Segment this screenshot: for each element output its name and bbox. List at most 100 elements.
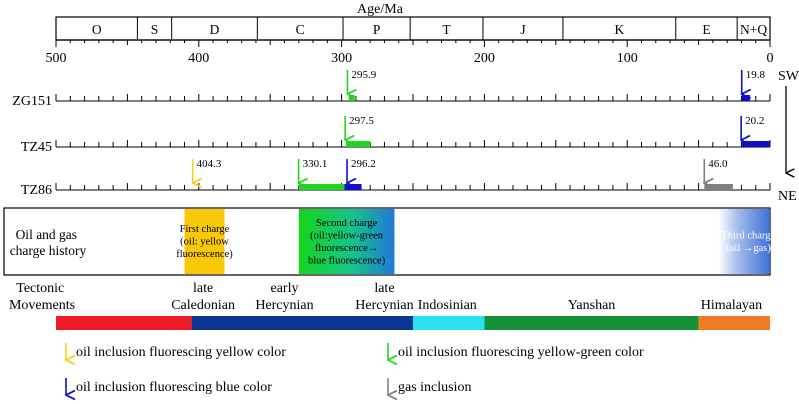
period-label: D xyxy=(210,22,220,37)
tectonic-panel: Tectonic Movements late Caledonian early He… xyxy=(9,281,770,330)
legend-item: oil inclusion fluorescing yellow color xyxy=(66,343,286,360)
axis-ticks xyxy=(55,40,771,47)
tectonic-label: late Hercynian xyxy=(355,281,413,313)
charge-box: Second charge (oil:yellow-green fluorescen… xyxy=(298,209,395,274)
charge-box-text-line: (oil →gas) xyxy=(726,243,772,254)
tectonic-label: Himalayan xyxy=(701,298,762,313)
period-cells: O S D C P T J K E N+Q xyxy=(92,17,767,40)
period-label: J xyxy=(520,22,525,37)
legend-label: oil inclusion fluorescing blue color xyxy=(76,380,272,395)
inclusion-age-label: 46.0 xyxy=(708,158,728,170)
well-bar-gas xyxy=(704,184,733,190)
period-band-frame xyxy=(55,16,771,41)
well-name: TZ45 xyxy=(21,140,52,155)
well-name: TZ86 xyxy=(21,183,52,198)
charge-history-label-line: Oil and gas xyxy=(16,227,78,242)
tectonic-title-line: Movements xyxy=(9,298,75,313)
inclusion-age-label: 297.5 xyxy=(349,115,374,127)
charge-box-text-line: (oil: yellow xyxy=(180,237,229,248)
tectonic-segment xyxy=(484,316,699,330)
axis-tick-label: 0 xyxy=(767,51,774,66)
period-label: O xyxy=(92,22,102,37)
charge-boxes: First charge (oil: yellow fluorescence) Sec… xyxy=(176,209,776,274)
well-tracks: ZG151 295.9 19.8 TZ45 297.5 20.2 TZ86 404.3 330.… xyxy=(12,69,771,198)
inclusion-age-label: 19.8 xyxy=(746,69,766,81)
period-label: C xyxy=(296,22,305,37)
charge-box-text: First charge (oil: yellow fluorescence) xyxy=(176,224,233,260)
tectonic-label-line: Yanshan xyxy=(568,298,616,313)
tectonic-label-line: early xyxy=(270,281,298,296)
charge-history-label-line: charge history xyxy=(10,243,87,258)
tectonic-label-line: late xyxy=(374,281,394,296)
well-bar-blue xyxy=(741,95,751,101)
tectonic-label-line: Hercynian xyxy=(255,298,313,313)
tectonic-labels: late Caledonian early Hercynian late Hercynia… xyxy=(171,281,762,313)
charge-box-text-line: Third charge xyxy=(721,230,775,241)
tectonic-label-line: Hercynian xyxy=(355,298,413,313)
legend-item: oil inclusion fluorescing yellow-green c… xyxy=(388,343,644,360)
tectonic-bar xyxy=(56,316,770,330)
period-label: E xyxy=(702,22,710,37)
well-zg151: ZG151 295.9 19.8 xyxy=(12,69,771,109)
well-tz86: TZ86 404.3 330.1 296.2 46.0 xyxy=(21,158,771,198)
well-bar-blue xyxy=(741,141,770,147)
tectonic-label-line: Indosinian xyxy=(418,298,477,313)
charge-box-text: Third charge (oil →gas) xyxy=(721,230,775,254)
tectonic-label-line: Himalayan xyxy=(701,298,762,313)
tectonic-title: Tectonic Movements xyxy=(9,281,75,313)
well-bar-yellow-green xyxy=(298,184,345,190)
period-label: T xyxy=(442,22,451,37)
inclusion-age-label: 296.2 xyxy=(351,158,376,170)
tectonic-label: Indosinian xyxy=(418,298,477,313)
charge-history-label: Oil and gas charge history xyxy=(10,227,87,258)
legend-label: oil inclusion fluorescing yellow-green c… xyxy=(398,345,644,360)
axis-tick-label: 400 xyxy=(188,51,209,66)
tectonic-label: late Caledonian xyxy=(171,281,235,313)
direction-indicator: SW NE xyxy=(778,69,799,204)
period-label: K xyxy=(614,22,624,37)
charge-box-text-line: fluorescence→ xyxy=(315,243,379,254)
legend-item: gas inclusion xyxy=(388,378,472,395)
age-axis: Age/Ma O S D C P T J K E N+Q 500 400 300 200 100 0 xyxy=(46,2,774,66)
tectonic-segment xyxy=(191,316,413,330)
legend-item: oil inclusion fluorescing blue color xyxy=(66,378,272,395)
legend-label: oil inclusion fluorescing yellow color xyxy=(76,345,286,360)
well-tz45: TZ45 297.5 20.2 xyxy=(21,115,771,155)
legend-label: gas inclusion xyxy=(398,380,472,395)
period-label: S xyxy=(151,22,159,37)
inclusion-age-label: 20.2 xyxy=(745,115,764,127)
well-bar-blue xyxy=(344,184,362,190)
axis-tick-label: 300 xyxy=(331,51,352,66)
legend: oil inclusion fluorescing yellow color oi… xyxy=(66,343,644,395)
well-name: ZG151 xyxy=(12,94,52,109)
charge-box-text-line: blue fluorescence) xyxy=(308,255,386,266)
tectonic-label-line: Caledonian xyxy=(171,298,235,313)
inclusion-age-label: 330.1 xyxy=(303,158,328,170)
period-label: P xyxy=(373,22,381,37)
tectonic-segment xyxy=(698,316,770,330)
tectonic-label-line: late xyxy=(193,281,213,296)
tectonic-label: Yanshan xyxy=(568,298,616,313)
axis-tick-labels: 500 400 300 200 100 0 xyxy=(46,51,774,66)
tectonic-title-line: Tectonic xyxy=(16,281,64,296)
charge-box-text-line: First charge xyxy=(180,224,230,235)
tectonic-segment xyxy=(56,316,192,330)
inclusion-age-label: 295.9 xyxy=(351,69,376,81)
well-bar-yellow-green xyxy=(348,95,355,101)
direction-bottom-label: NE xyxy=(778,189,797,204)
axis-title: Age/Ma xyxy=(357,2,404,17)
axis-tick-label: 500 xyxy=(46,51,67,66)
charge-box-text-line: fluorescence) xyxy=(176,249,233,260)
charge-box-fill xyxy=(718,209,770,274)
charge-box-text: Second charge (oil:yellow-green fluorescen… xyxy=(308,218,386,267)
well-bar-yellow-green xyxy=(345,141,371,147)
period-label: N+Q xyxy=(740,22,767,37)
tectonic-label: early Hercynian xyxy=(255,281,313,313)
tectonic-segment xyxy=(413,316,485,330)
charge-box-fill xyxy=(298,209,395,274)
charge-box: First charge (oil: yellow fluorescence) xyxy=(176,209,233,274)
charge-box: Third charge (oil →gas) xyxy=(718,209,776,274)
charge-box-fill xyxy=(184,209,225,274)
axis-tick-label: 100 xyxy=(617,51,638,66)
